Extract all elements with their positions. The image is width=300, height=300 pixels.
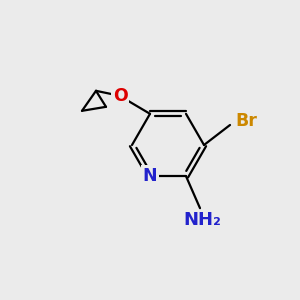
Text: O: O [112, 87, 128, 105]
Text: N: N [143, 167, 157, 185]
Text: Br: Br [235, 112, 257, 130]
Text: NH₂: NH₂ [183, 211, 221, 229]
